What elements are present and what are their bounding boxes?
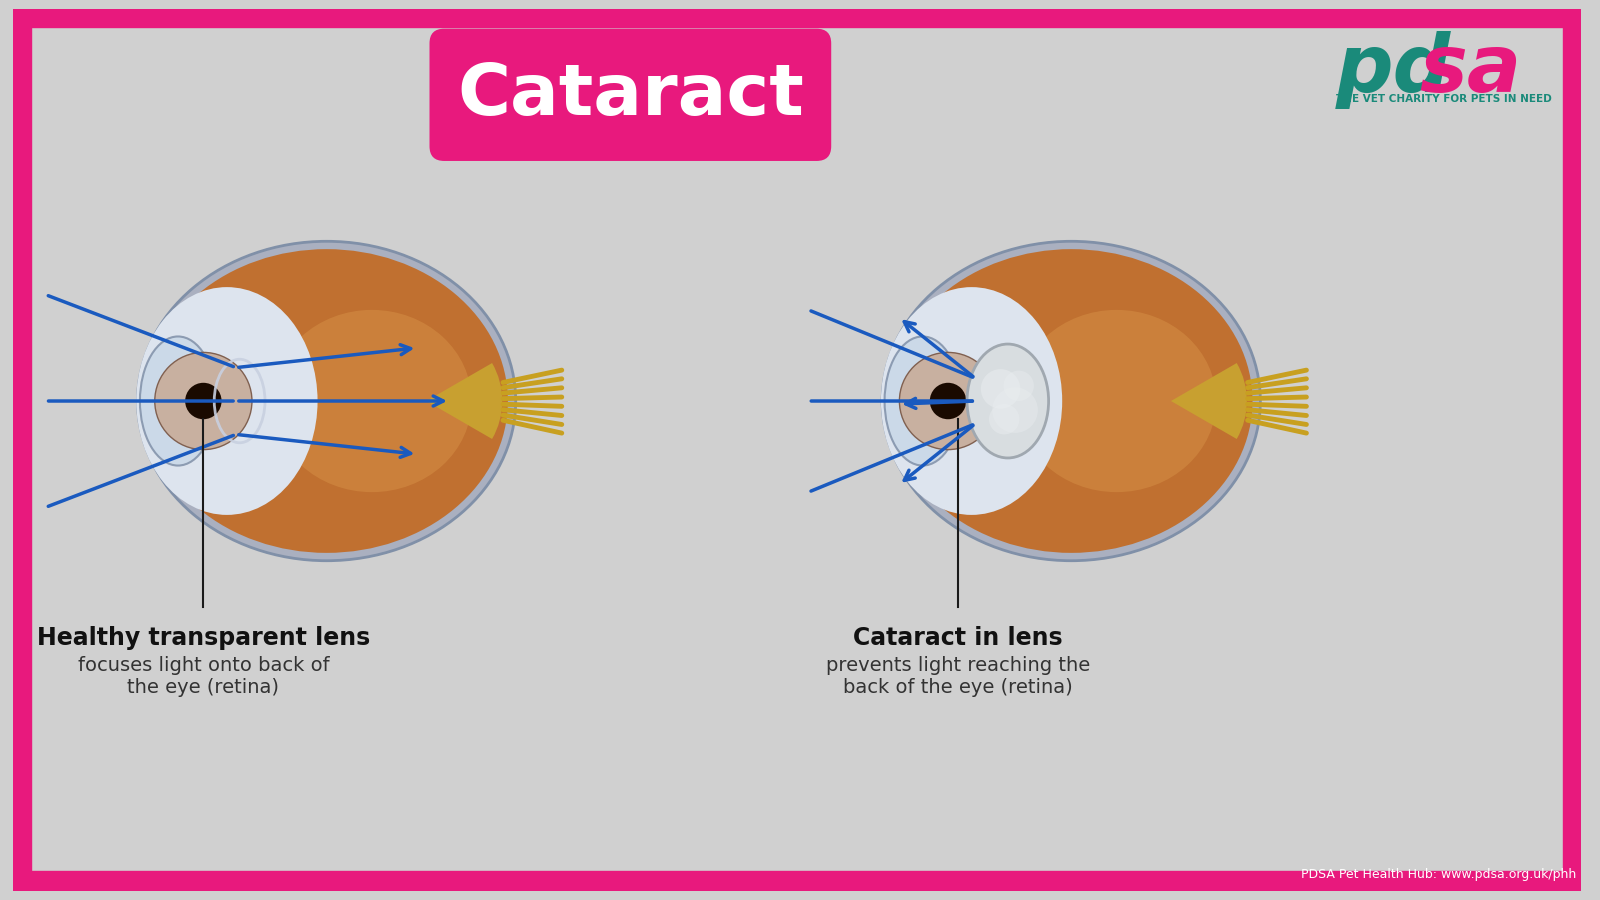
Ellipse shape xyxy=(272,310,472,492)
Circle shape xyxy=(1003,371,1034,401)
FancyBboxPatch shape xyxy=(429,29,832,161)
Circle shape xyxy=(981,369,1021,409)
Ellipse shape xyxy=(136,287,317,515)
Text: sa: sa xyxy=(1419,31,1522,109)
Text: PDSA Pet Health Hub: www.pdsa.org.uk/phh: PDSA Pet Health Hub: www.pdsa.org.uk/phh xyxy=(1301,868,1576,881)
Bar xyxy=(13,873,1581,891)
Ellipse shape xyxy=(882,241,1261,561)
Ellipse shape xyxy=(890,249,1253,553)
Text: THE VET CHARITY FOR PETS IN NEED: THE VET CHARITY FOR PETS IN NEED xyxy=(1336,94,1552,104)
Circle shape xyxy=(155,353,251,450)
Text: Cataract: Cataract xyxy=(458,61,803,130)
Ellipse shape xyxy=(882,287,1062,515)
Circle shape xyxy=(989,404,1019,435)
Wedge shape xyxy=(426,363,502,439)
Ellipse shape xyxy=(139,337,216,465)
Bar xyxy=(13,871,1581,891)
Ellipse shape xyxy=(885,337,960,465)
Ellipse shape xyxy=(146,249,507,553)
Text: pd: pd xyxy=(1336,31,1451,109)
Circle shape xyxy=(930,382,966,419)
Circle shape xyxy=(992,387,1038,433)
Ellipse shape xyxy=(1018,310,1216,492)
Text: Healthy transparent lens: Healthy transparent lens xyxy=(37,626,370,651)
Circle shape xyxy=(186,382,221,419)
Bar xyxy=(13,9,30,891)
Bar xyxy=(1563,9,1581,891)
Bar xyxy=(13,9,1581,27)
Ellipse shape xyxy=(966,344,1048,458)
Circle shape xyxy=(899,353,997,450)
Text: prevents light reaching the
back of the eye (retina): prevents light reaching the back of the … xyxy=(826,656,1090,697)
Ellipse shape xyxy=(138,241,515,561)
Wedge shape xyxy=(1171,363,1246,439)
Text: focuses light onto back of
the eye (retina): focuses light onto back of the eye (reti… xyxy=(77,656,330,697)
Text: Cataract in lens: Cataract in lens xyxy=(853,626,1062,651)
